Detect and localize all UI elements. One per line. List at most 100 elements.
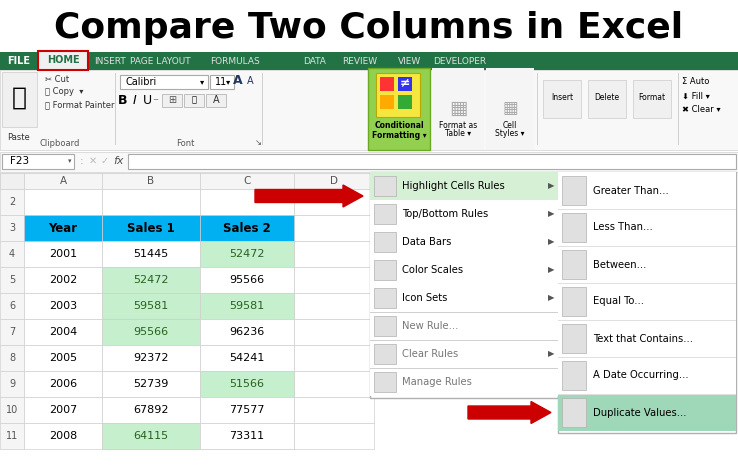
Text: 52472: 52472 [134,275,169,285]
Text: 2001: 2001 [49,249,77,259]
Bar [102,293,200,319]
Text: 59581: 59581 [134,301,168,311]
Text: Delete: Delete [594,94,620,102]
Bar [374,372,396,392]
Bar [0,319,24,345]
Bar [184,94,204,107]
Bar [102,241,200,267]
Text: 📋: 📋 [12,86,27,110]
Bar [206,94,226,107]
Bar [115,73,116,145]
Text: Format as: Format as [439,120,477,130]
Bar [370,312,558,340]
Bar [374,232,396,252]
Bar [0,293,24,319]
Text: 2006: 2006 [49,379,77,389]
Text: New Rule...: New Rule... [402,321,458,331]
Bar [370,340,558,341]
Bar [200,241,294,267]
Text: A: A [213,95,219,105]
Bar [102,345,200,371]
Bar [294,267,374,293]
Bar [537,73,538,145]
Bar [370,172,558,200]
Text: 95566: 95566 [230,275,264,285]
Bar [558,209,736,210]
Text: 2003: 2003 [49,301,77,311]
Bar [374,204,396,224]
Text: ≠: ≠ [400,78,410,90]
Bar [558,246,736,283]
Bar [633,80,671,118]
Bar [200,267,294,293]
Text: 4: 4 [9,249,15,259]
Bar [380,77,394,91]
Text: B: B [148,176,154,186]
Bar [102,189,200,215]
Text: 52472: 52472 [230,249,265,259]
Bar [200,371,294,397]
Bar [24,397,102,423]
Text: B: B [118,94,128,107]
Bar [543,80,581,118]
Text: 59581: 59581 [230,301,265,311]
Text: DEVELOPER: DEVELOPER [433,57,486,66]
Text: 95566: 95566 [134,327,168,337]
Bar [200,397,294,423]
Bar [102,215,200,241]
Bar [210,75,234,89]
Text: Icon Sets: Icon Sets [402,293,447,303]
Bar [558,172,736,209]
Text: ▶: ▶ [548,210,554,219]
Bar [370,200,558,228]
Text: Table ▾: Table ▾ [445,129,471,138]
Bar [200,371,294,397]
Text: 9: 9 [9,379,15,389]
Text: Clear Rules: Clear Rules [402,349,458,359]
Bar [102,397,200,423]
Bar [370,368,558,396]
Text: ▦: ▦ [449,98,467,117]
Text: FILE: FILE [7,56,30,66]
Text: 2005: 2005 [49,353,77,363]
Text: Font: Font [176,139,194,147]
Text: A: A [60,176,66,186]
Text: 52739: 52739 [134,379,169,389]
Bar [102,267,200,293]
Bar [562,361,586,390]
Bar [200,189,294,215]
Text: Between...: Between... [593,259,646,270]
Bar [200,345,294,371]
Text: ▦: ▦ [502,99,518,117]
Text: ↘: ↘ [255,139,261,147]
Bar [162,94,182,107]
Text: Sales 2: Sales 2 [223,221,271,234]
Bar [0,215,24,241]
Text: A: A [233,74,243,88]
Text: ✕: ✕ [89,156,97,166]
Text: Paste: Paste [7,133,30,142]
Bar [486,68,534,150]
Text: 6: 6 [9,301,15,311]
Bar [370,228,558,256]
Text: 67892: 67892 [134,405,169,415]
Bar [558,209,736,246]
Bar [432,68,484,150]
Bar [102,319,200,345]
Bar [102,371,200,397]
Bar [2,154,74,169]
Bar [562,398,586,427]
Bar [0,371,24,397]
Text: ✖ Clear ▾: ✖ Clear ▾ [682,105,720,115]
Bar [200,423,294,449]
Bar [294,189,374,215]
Bar [200,215,294,241]
Text: 96236: 96236 [230,327,265,337]
Text: 51566: 51566 [230,379,264,389]
Bar [200,293,294,319]
Text: F23: F23 [10,156,29,166]
Bar [120,75,208,89]
Text: ⊞: ⊞ [168,95,176,105]
Bar [200,319,294,345]
Bar [200,319,294,345]
